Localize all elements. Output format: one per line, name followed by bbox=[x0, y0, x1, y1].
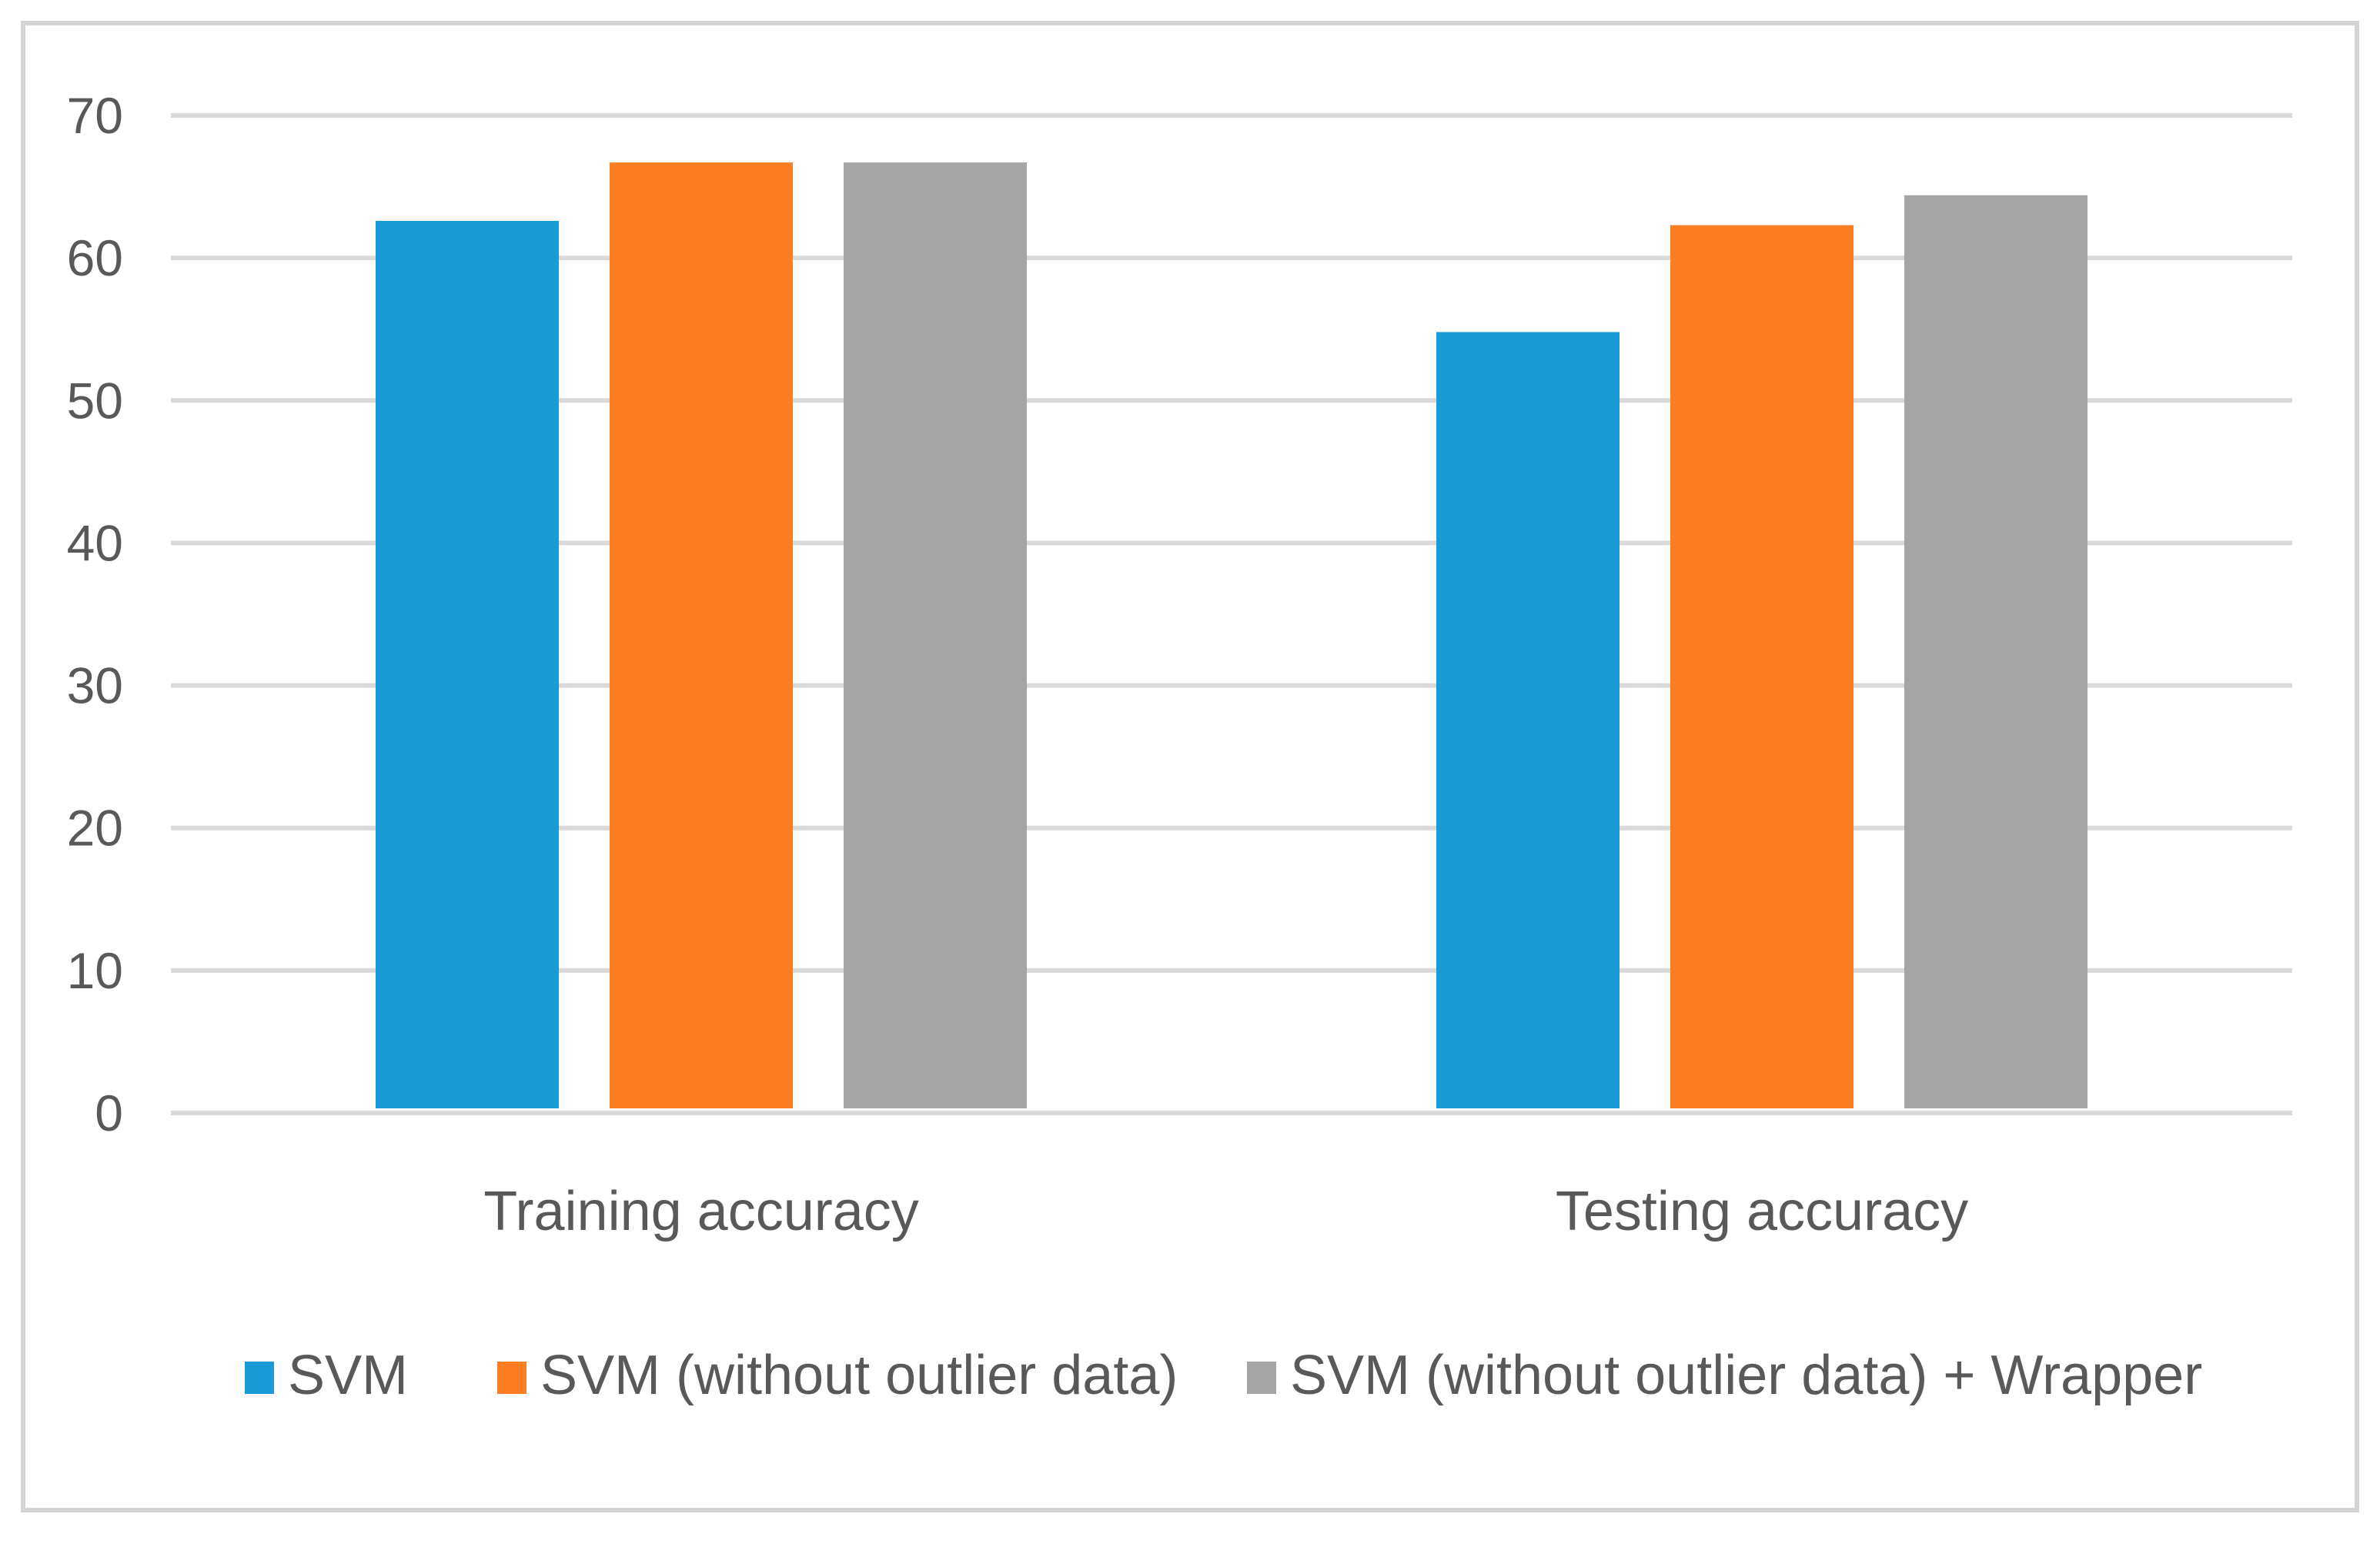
bar-training-accuracy-series-2 bbox=[610, 162, 793, 1108]
x-category-label: Training accuracy bbox=[483, 1181, 919, 1242]
legend-swatch-1 bbox=[245, 1362, 274, 1394]
bar-training-accuracy-series-1 bbox=[376, 221, 559, 1108]
legend-label-1: SVM bbox=[288, 1345, 408, 1406]
bar-training-accuracy-series-3 bbox=[844, 162, 1027, 1108]
legend: SVM SVM (without outlier data) SVM (withou… bbox=[245, 1345, 2202, 1406]
y-tick-label: 10 bbox=[67, 942, 123, 999]
x-axis-categories: Training accuracy Testing accuracy bbox=[483, 1181, 1968, 1242]
y-tick-label: 0 bbox=[95, 1084, 123, 1141]
y-tick-label: 30 bbox=[67, 657, 123, 714]
y-tick-label: 70 bbox=[67, 87, 123, 144]
bar-testing-accuracy-series-2 bbox=[1670, 225, 1854, 1108]
legend-label-2: SVM (without outlier data) bbox=[540, 1345, 1178, 1406]
y-tick-label: 40 bbox=[67, 514, 123, 571]
x-category-label: Testing accuracy bbox=[1556, 1181, 1968, 1242]
y-tick-label: 60 bbox=[67, 229, 123, 286]
y-tick-label: 50 bbox=[67, 372, 123, 429]
legend-swatch-3 bbox=[1247, 1362, 1276, 1394]
legend-swatch-2 bbox=[497, 1362, 526, 1394]
y-axis-ticks: 0 10 20 30 40 50 60 70 bbox=[67, 87, 123, 1141]
legend-label-3: SVM (without outlier data) + Wrapper bbox=[1290, 1345, 2202, 1406]
bars bbox=[376, 162, 2088, 1109]
bar-testing-accuracy-series-3 bbox=[1904, 195, 2088, 1109]
bar-testing-accuracy-series-1 bbox=[1436, 332, 1620, 1109]
y-tick-label: 20 bbox=[67, 800, 123, 857]
